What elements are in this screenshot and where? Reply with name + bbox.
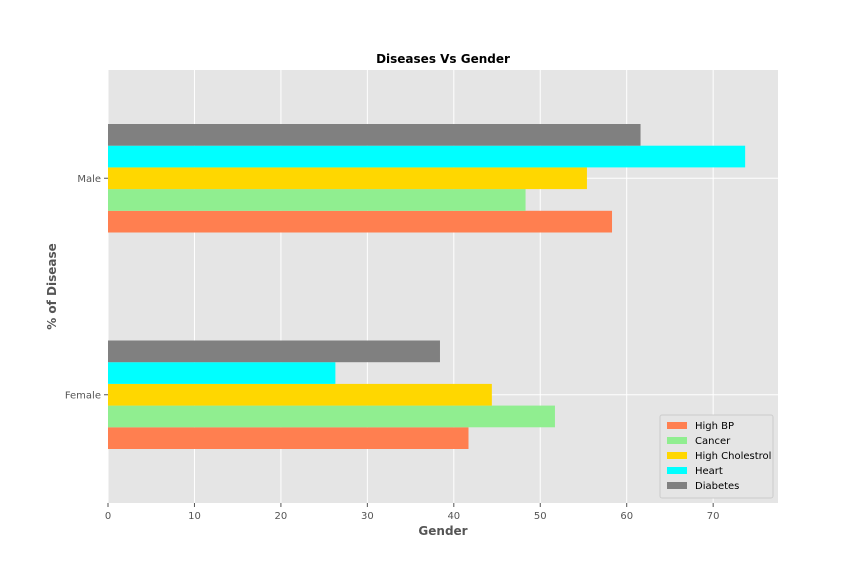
y-tick-label: Female	[65, 390, 101, 401]
legend-label: High BP	[695, 421, 734, 432]
legend-box	[659, 414, 774, 499]
bar-heart-female	[108, 362, 336, 384]
x-tick-label: 40	[447, 511, 460, 522]
x-tick-label: 20	[275, 511, 288, 522]
legend-swatch	[667, 452, 687, 459]
bar-high-bp-female	[108, 427, 469, 449]
bars	[108, 124, 746, 449]
bar-high-bp-male	[108, 210, 613, 233]
bar-cancer-male	[108, 189, 526, 211]
x-tick-label: 10	[188, 511, 201, 522]
x-tick-label: 50	[534, 511, 547, 522]
x-tick-label: 70	[707, 511, 720, 522]
x-tick-label: 60	[620, 511, 633, 522]
bar-heart-male	[108, 145, 746, 168]
y-axis-ticks: Female Male	[65, 174, 108, 401]
x-axis-label: Gender	[418, 524, 467, 538]
bar-high-cholestrol-male	[108, 167, 587, 190]
bar-high-cholestrol-female	[108, 383, 492, 406]
chart-title: Diseases Vs Gender	[376, 52, 510, 66]
legend-label: Heart	[695, 466, 723, 477]
legend-swatch	[667, 482, 687, 489]
legend-swatch	[667, 422, 687, 429]
legend-label: Diabetes	[695, 481, 739, 492]
legend: High BP Cancer High Cholestrol Heart Diabete…	[659, 414, 774, 499]
x-axis-ticks: 0 10 20 30 40 50 60 70	[105, 503, 720, 522]
bar-diabetes-female	[108, 340, 440, 363]
legend-label: High Cholestrol	[695, 451, 771, 462]
legend-swatch	[667, 437, 687, 444]
y-axis-label: % of Disease	[45, 243, 59, 330]
bar-cancer-female	[108, 405, 555, 428]
x-tick-label: 30	[361, 511, 374, 522]
y-tick-label: Male	[77, 174, 101, 185]
bar-diabetes-male	[108, 124, 641, 146]
legend-label: Cancer	[695, 436, 731, 447]
legend-swatch	[667, 467, 687, 474]
x-tick-label: 0	[105, 511, 111, 522]
